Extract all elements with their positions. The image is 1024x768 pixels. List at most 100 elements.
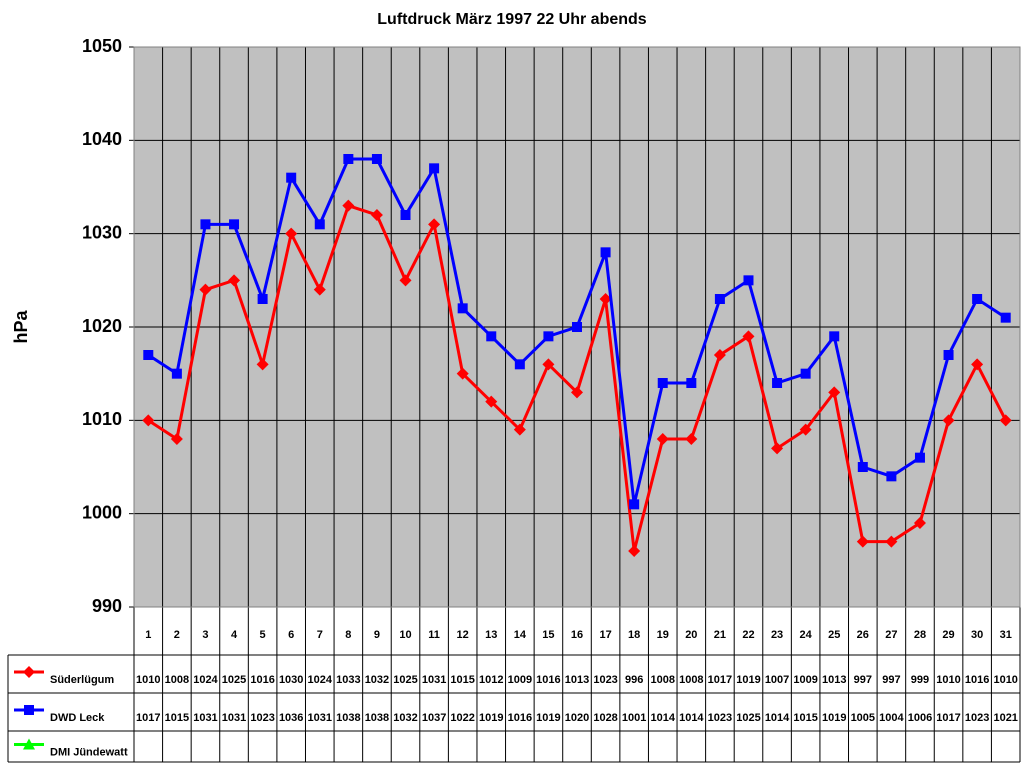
marker [914, 452, 925, 463]
marker [542, 358, 555, 371]
legend-label: DWD Leck [50, 712, 105, 724]
table-value: 1008 [650, 674, 674, 686]
table-value: 1023 [593, 674, 617, 686]
marker [771, 442, 784, 455]
x-tick-label: 31 [1000, 629, 1012, 641]
marker [24, 705, 34, 715]
x-tick-label: 2 [174, 629, 180, 641]
marker [1000, 312, 1011, 323]
marker [856, 535, 869, 548]
marker [513, 423, 526, 436]
table-value: 1032 [393, 712, 417, 724]
x-tick-label: 18 [628, 629, 640, 641]
marker [23, 738, 35, 750]
y-tick-label: 1030 [82, 222, 122, 242]
marker [657, 378, 668, 388]
x-tick-label: 15 [542, 629, 554, 641]
table-value: 1015 [450, 674, 474, 686]
table-value: 1016 [250, 674, 274, 686]
table-value: 996 [625, 674, 643, 686]
marker [343, 154, 354, 164]
table-value: 1032 [365, 674, 389, 686]
table-value: 1031 [193, 712, 217, 724]
x-tick-label: 17 [599, 629, 611, 641]
table-value: 1036 [279, 712, 303, 724]
x-tick-label: 12 [457, 629, 469, 641]
table-value: 1020 [565, 712, 589, 724]
table-value: 1017 [936, 712, 960, 724]
table-value: 1022 [450, 712, 474, 724]
table-value: 1028 [593, 712, 617, 724]
table-value: 1012 [479, 674, 503, 686]
marker [943, 350, 954, 360]
marker [429, 163, 440, 174]
marker [313, 283, 326, 296]
marker [23, 666, 35, 678]
marker [942, 414, 955, 427]
chart-title: Luftdruck März 1997 22 Uhr abends [377, 11, 647, 28]
table-value: 1014 [650, 712, 675, 724]
marker [686, 378, 697, 388]
x-tick-label: 16 [571, 629, 583, 641]
marker [200, 219, 211, 230]
marker [600, 247, 611, 258]
marker [543, 331, 554, 342]
marker [799, 423, 812, 436]
y-tick-label: 1000 [82, 502, 122, 522]
x-tick-label: 28 [914, 629, 926, 641]
legend-label: DMI Jündewatt [50, 746, 128, 758]
marker [713, 349, 726, 361]
x-tick-label: 5 [260, 629, 266, 641]
table-value: 1006 [908, 712, 932, 724]
x-tick-label: 10 [399, 629, 411, 641]
marker [828, 386, 841, 399]
marker [743, 275, 754, 286]
marker [285, 227, 298, 240]
table-value: 1038 [336, 712, 360, 724]
marker [571, 386, 583, 399]
marker [971, 358, 984, 371]
marker [400, 210, 411, 220]
marker [256, 358, 269, 371]
table-value: 1019 [822, 712, 846, 724]
marker [886, 471, 897, 482]
x-tick-label: 25 [828, 629, 840, 641]
table-value: 1009 [793, 674, 817, 686]
marker [685, 433, 698, 445]
marker [829, 331, 840, 342]
table-value: 1001 [622, 712, 646, 724]
table-value: 1008 [679, 674, 703, 686]
y-tick-label: 990 [92, 596, 122, 616]
marker [514, 359, 525, 370]
table-value: 1021 [993, 712, 1017, 724]
x-tick-label: 7 [317, 629, 323, 641]
table-value: 1013 [565, 674, 589, 686]
y-tick-label: 1020 [82, 316, 122, 336]
marker [314, 219, 325, 230]
x-tick-label: 4 [231, 629, 238, 641]
marker [628, 545, 641, 557]
table-value: 1015 [793, 712, 817, 724]
table-value: 1016 [536, 674, 560, 686]
table-value: 1019 [479, 712, 503, 724]
marker [399, 274, 412, 287]
table-value: 1007 [765, 674, 789, 686]
table-value: 1033 [336, 674, 360, 686]
x-tick-label: 20 [685, 629, 697, 641]
table-value: 1009 [508, 674, 532, 686]
table-value: 1031 [422, 674, 446, 686]
x-tick-label: 26 [857, 629, 869, 641]
marker [170, 433, 183, 445]
marker [457, 303, 468, 314]
table-value: 1023 [965, 712, 989, 724]
table-value: 1019 [536, 712, 560, 724]
marker [342, 199, 355, 212]
table-value: 1031 [222, 712, 246, 724]
marker [257, 294, 268, 304]
marker [428, 218, 441, 231]
table-value: 1025 [393, 674, 417, 686]
table-value: 1014 [765, 712, 790, 724]
table-value: 1004 [879, 712, 904, 724]
marker [572, 322, 582, 332]
